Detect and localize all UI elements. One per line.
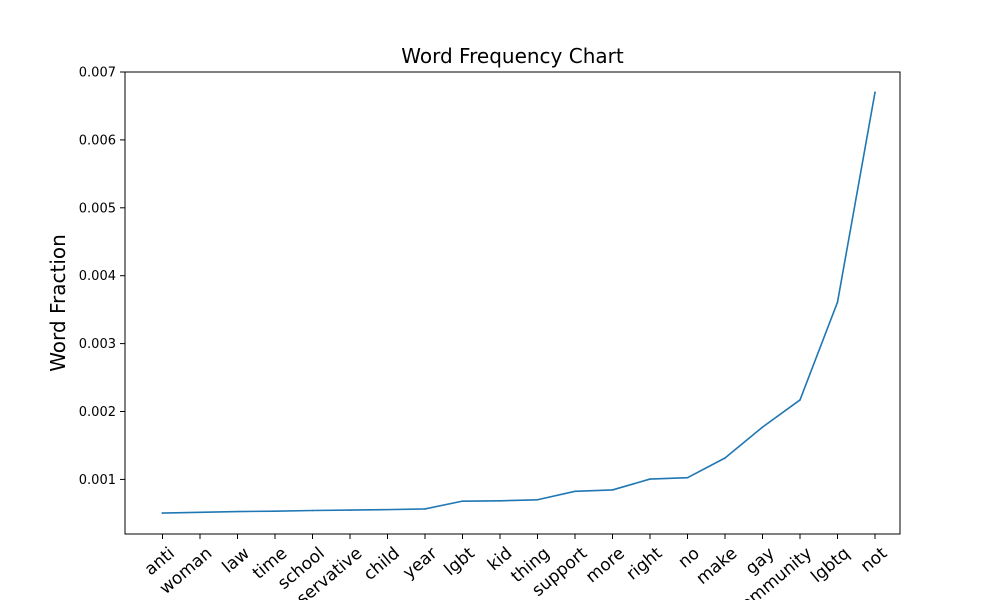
plot-area-frame — [124, 71, 901, 535]
data-point — [311, 509, 314, 512]
y-tick-label: 0.002 — [79, 405, 116, 420]
y-tick-label: 0.004 — [79, 269, 116, 284]
chart-title: Word Frequency Chart — [401, 44, 624, 68]
data-point — [236, 510, 239, 513]
data-point — [461, 500, 464, 502]
y-tick-label: 0.005 — [79, 201, 116, 216]
y-tick-label: 0.007 — [79, 66, 116, 81]
data-point — [574, 490, 576, 493]
data-point — [386, 508, 389, 511]
data-point — [611, 489, 614, 491]
data-point — [274, 510, 276, 512]
data-point — [686, 476, 689, 479]
data-point — [424, 508, 426, 510]
data-point — [649, 478, 651, 480]
y-tick-label: 0.006 — [79, 133, 116, 148]
y-axis-label: Word Fraction — [46, 234, 70, 372]
data-point — [349, 509, 351, 511]
y-tick-label: 0.003 — [79, 337, 116, 352]
data-point — [799, 399, 801, 401]
data-point — [161, 512, 164, 514]
data-point — [499, 499, 501, 502]
data-point — [761, 426, 764, 428]
data-point — [836, 301, 839, 303]
y-tick-label: 0.001 — [79, 473, 116, 488]
data-point — [536, 498, 539, 501]
data-point — [724, 457, 726, 459]
series-line — [161, 91, 876, 514]
data-point — [199, 511, 201, 514]
data-point — [874, 91, 876, 94]
